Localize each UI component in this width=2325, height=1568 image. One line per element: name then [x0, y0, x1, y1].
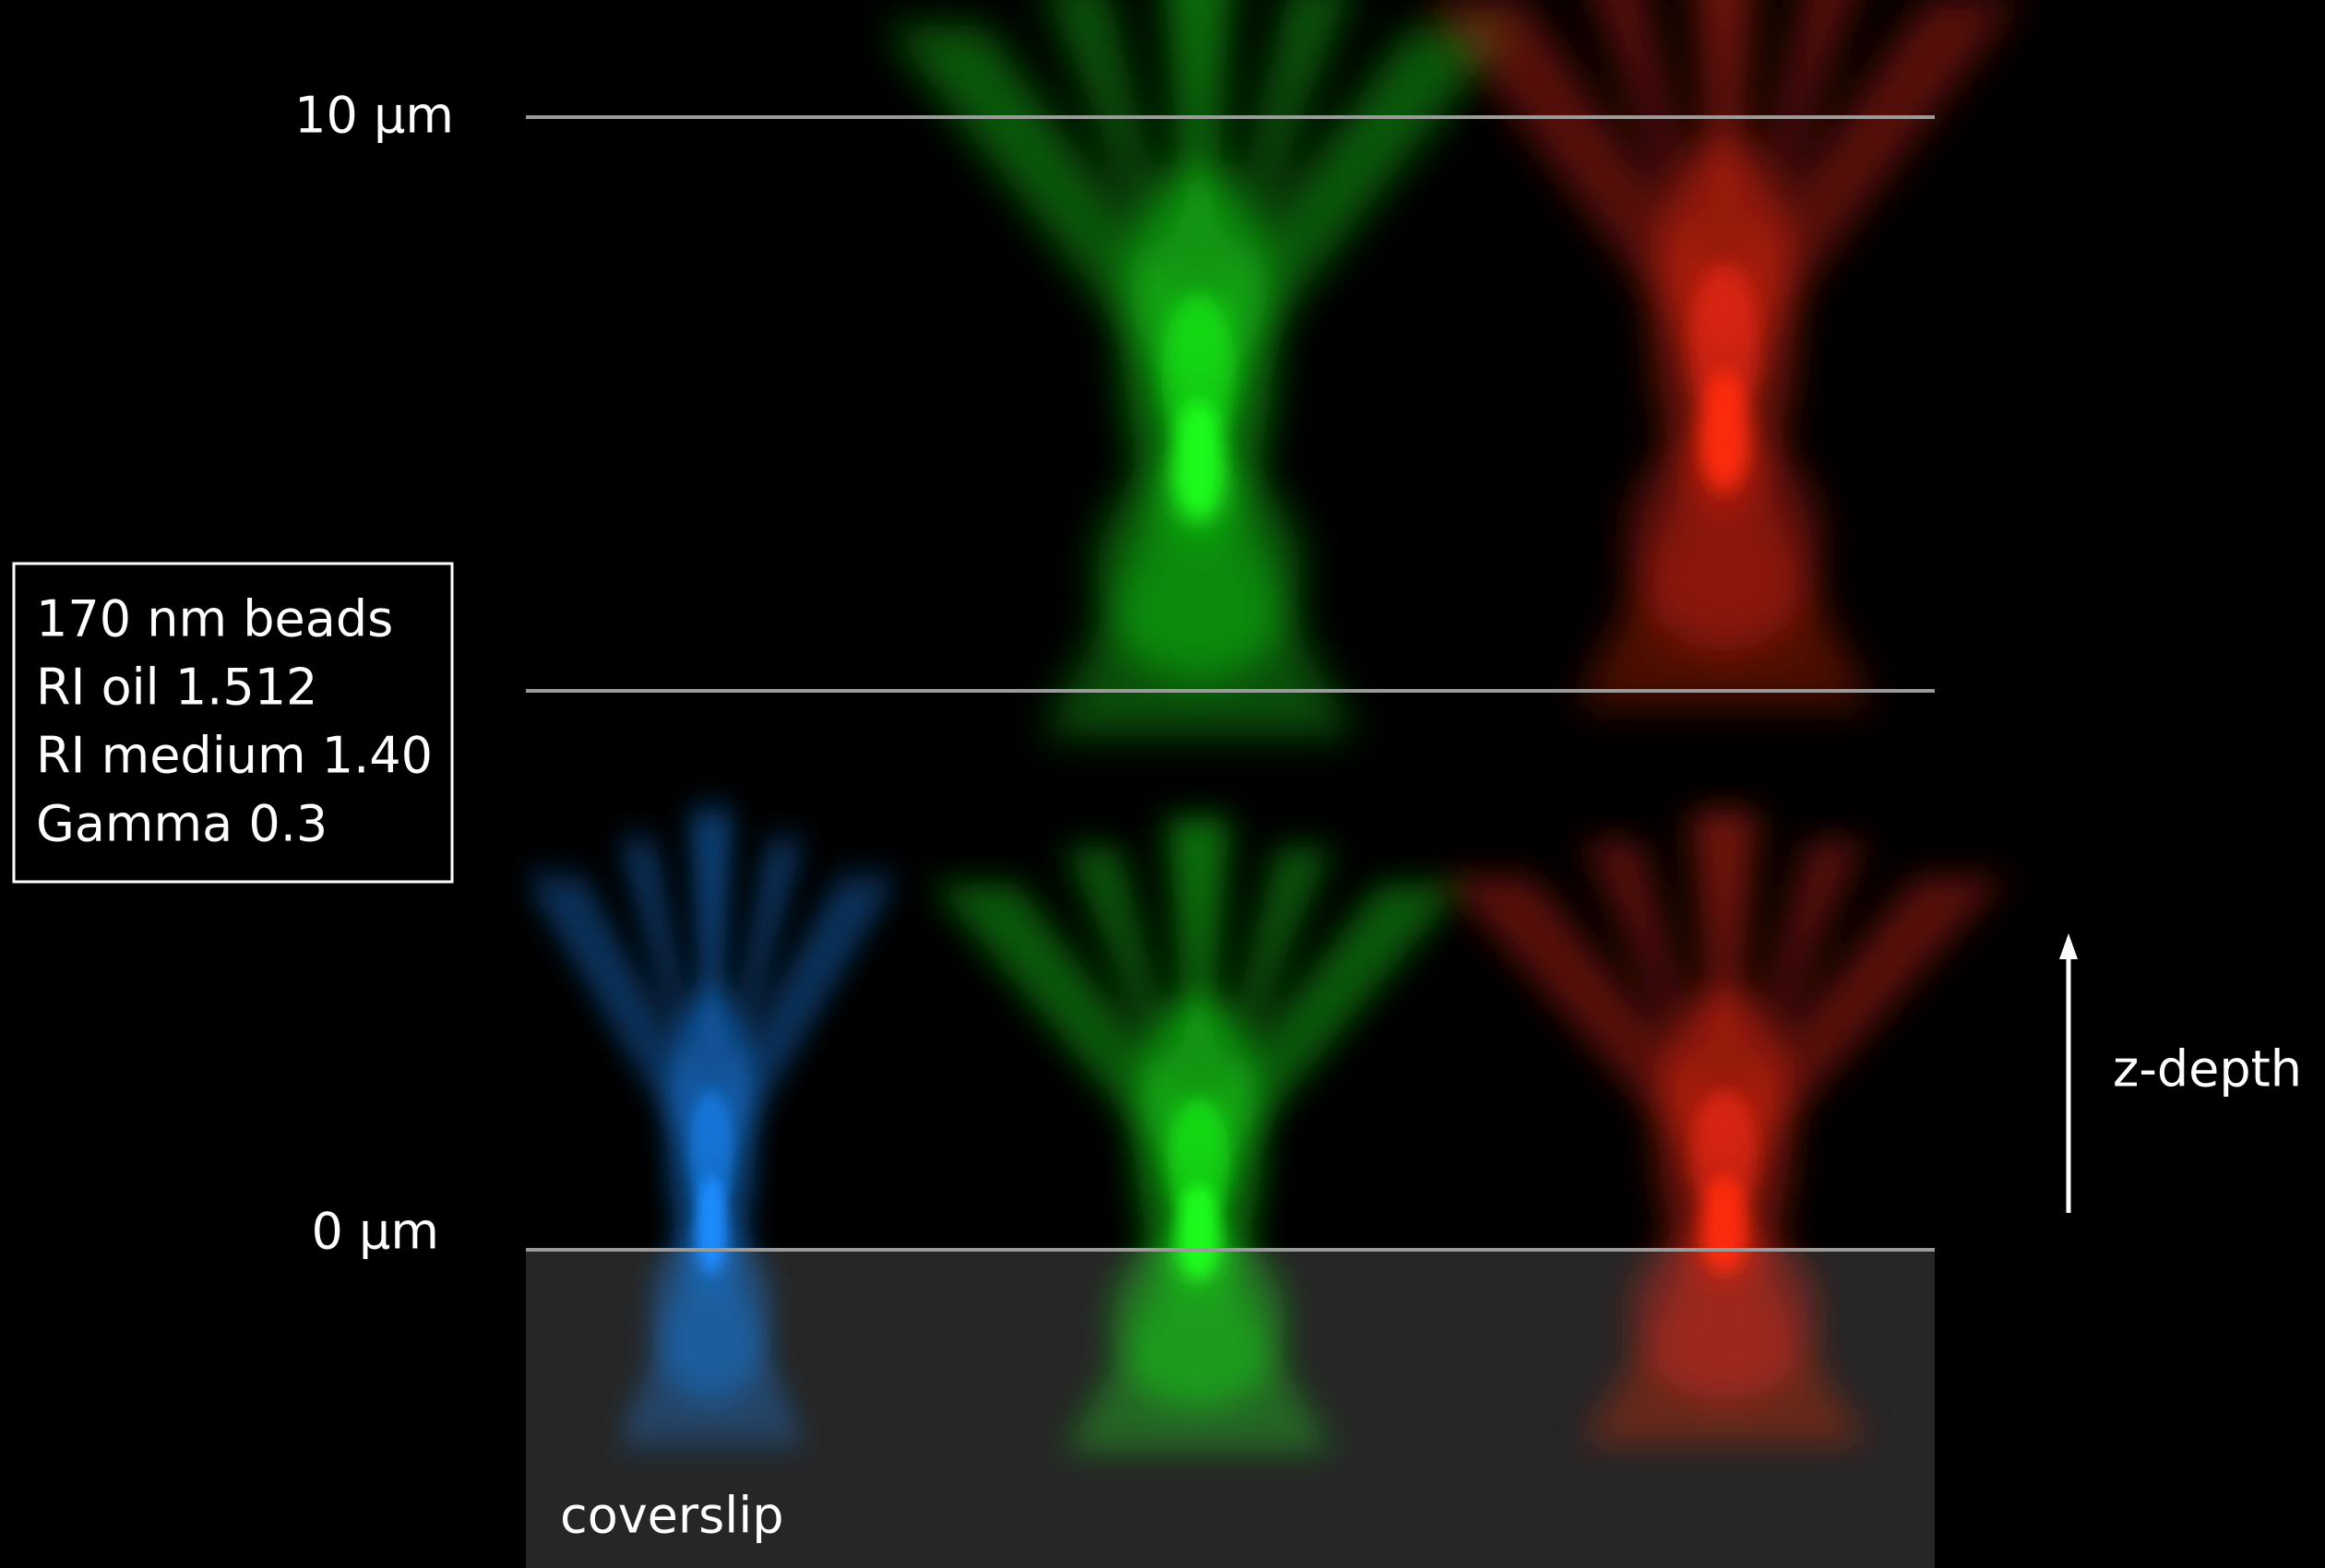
info-line: RI oil 1.512 — [36, 659, 317, 717]
figure: 10 µm 0 µm 170 nm beads RI oil 1.512 RI … — [0, 0, 2325, 1568]
page: 10 µm 0 µm 170 nm beads RI oil 1.512 RI … — [0, 0, 2325, 1568]
z-arrow-head — [2059, 933, 2078, 959]
axis-label: z-depth — [2113, 1040, 2302, 1099]
coverslip-label: coverslip — [560, 1487, 784, 1545]
depth-label: 10 µm — [294, 87, 454, 145]
psf-green-top — [885, 0, 1512, 736]
info-line: Gamma 0.3 — [36, 795, 328, 853]
info-line: RI medium 1.40 — [36, 727, 433, 785]
depth-label: 0 µm — [312, 1203, 439, 1261]
psf-red-top — [1426, 0, 2022, 707]
info-line: 170 nm beads — [36, 590, 393, 648]
